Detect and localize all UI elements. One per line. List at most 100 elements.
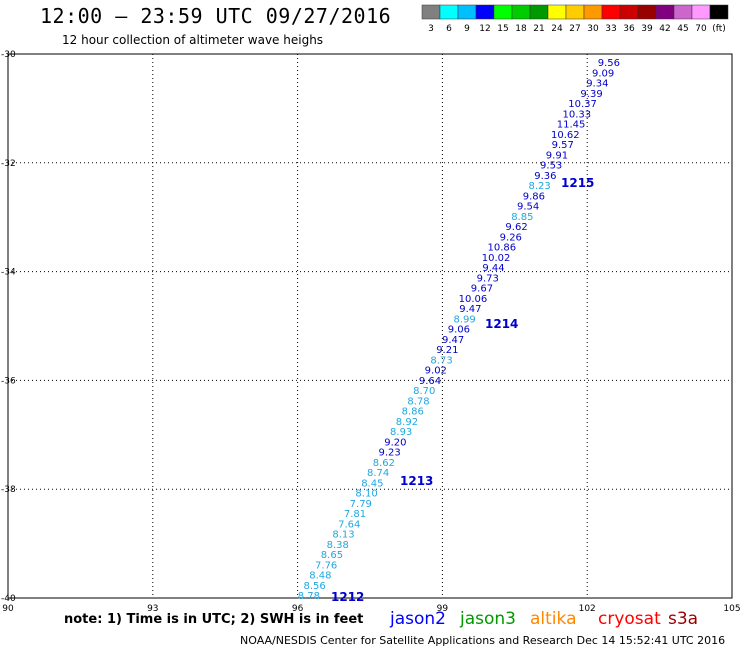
legend-swatch-label: 27 [569,24,580,34]
wave-height-reading: 9.47 [459,304,481,315]
legend-swatch [673,4,693,20]
wave-height-reading: 9.47 [442,335,464,346]
legend-swatch-label: 33 [605,24,616,34]
legend-swatch-label: 36 [623,24,635,34]
legend-swatch [547,4,567,20]
wave-height-reading: 9.34 [586,79,608,90]
wave-height-reading: 9.09 [592,68,614,79]
legend-swatch-label: 30 [587,24,599,34]
wave-height-reading: 9.23 [379,448,401,459]
wave-height-reading: 8.23 [529,181,551,192]
wave-height-reading: 8.74 [367,468,389,479]
legend-swatch [421,4,441,20]
wave-height-reading: 9.02 [425,366,447,377]
credit-line: NOAA/NESDIS Center for Satellite Applica… [240,634,726,647]
wave-height-reading: 8.38 [327,540,349,551]
legend-swatch-label: 39 [641,24,653,34]
wave-height-reading: 8.78 [407,396,429,407]
legend-swatch-label: 21 [533,24,544,34]
legend-swatch-label: 42 [659,24,670,34]
legend-swatch [493,4,513,20]
wave-height-reading: 9.56 [598,58,620,69]
page-subtitle: 12 hour collection of altimeter wave hei… [62,33,324,47]
wave-height-legend: 3 6 9 12 15 18 21 24 27 30 33 36 39 42 45 70 (ft) [421,4,729,34]
legend-swatch [709,4,729,20]
legend-swatch-label: 3 [428,24,434,34]
satellite-name: jason3 [460,609,516,629]
legend-swatch [511,4,531,20]
longitude-tick-label: 102 [579,604,596,614]
latitude-tick-label: -38 [1,485,16,495]
wave-height-reading: 7.76 [315,560,337,571]
time-label: 1215 [561,176,594,190]
units-note: note: 1) Time is in UTC; 2) SWH is in fe… [64,612,364,627]
legend-swatch-label: 45 [677,24,688,34]
legend-swatch-label: 9 [464,24,470,34]
legend-unit: (ft) [712,24,726,34]
wave-height-reading: 8.65 [321,550,343,561]
wave-height-reading: 9.91 [546,150,568,161]
latitude-tick-label: -40 [1,594,16,604]
legend-swatch [655,4,675,20]
longitude-tick-label: 93 [147,604,158,614]
wave-height-reading: 9.57 [552,140,574,151]
legend-swatch-label: 15 [497,24,508,34]
wave-height-reading: 9.86 [523,191,545,202]
wave-height-reading: 8.92 [396,417,418,428]
wave-height-reading: 8.62 [373,458,395,469]
wave-height-reading: 10.62 [551,130,580,141]
legend-swatch-label: 70 [695,24,707,34]
time-label: 1214 [485,317,518,331]
wave-height-reading: 7.81 [344,509,366,520]
wave-height-reading: 9.06 [448,325,470,336]
longitude-tick-label: 99 [437,604,449,614]
legend-swatch [529,4,549,20]
wave-height-reading: 10.33 [563,109,592,120]
satellite-name: jason2 [390,609,446,629]
wave-height-reading: 9.53 [540,161,562,172]
legend-swatch-label: 12 [479,24,490,34]
wave-height-reading: 9.21 [436,345,458,356]
wave-height-reading: 10.37 [568,99,597,110]
wave-height-reading: 7.64 [338,519,360,530]
wave-height-reading: 10.02 [482,253,511,264]
latitude-tick-label: -34 [1,268,16,278]
latitude-tick-label: -32 [1,159,16,169]
legend-swatch-label: 6 [446,24,452,34]
legend-swatch [619,4,639,20]
wave-height-reading: 11.45 [557,120,586,131]
latitude-tick-label: -30 [1,50,16,60]
legend-swatch-label: 24 [551,24,563,34]
wave-height-reading: 8.45 [361,478,383,489]
wave-height-reading: 9.39 [580,89,602,100]
satellite-track: 9.569.099.349.3910.3710.3311.4510.629.57… [298,58,620,604]
map-grid: 90 93 96 99 102 105 -30 -32 -34 -36 -38 -40 [1,50,740,614]
map-frame [7,53,733,599]
legend-swatch [475,4,495,20]
wave-height-reading: 9.54 [517,202,539,213]
wave-height-reading: 7.79 [350,499,372,510]
longitude-tick-label: 90 [2,604,14,614]
satellite-name: altika [530,609,577,629]
legend-swatch [457,4,477,20]
wave-height-reading: 9.44 [482,263,504,274]
wave-height-reading: 8.10 [355,489,377,500]
longitude-tick-label: 96 [292,604,304,614]
wave-height-reading: 8.73 [430,355,452,366]
time-label: 1213 [400,474,433,488]
wave-height-reading: 8.78 [298,591,320,602]
legend-swatch [637,4,657,20]
wave-height-reading: 8.70 [413,386,435,397]
wave-height-reading: 9.20 [384,437,406,448]
wave-height-reading: 8.99 [454,314,476,325]
wave-height-reading: 9.64 [419,376,441,387]
wave-height-reading: 9.67 [471,284,493,295]
longitude-tick-label: 105 [723,604,740,614]
wave-height-reading: 8.86 [402,407,424,418]
wave-height-reading: 8.93 [390,427,412,438]
wave-height-reading: 9.36 [534,171,556,182]
legend-swatch [439,4,459,20]
satellite-name: cryosat [598,609,661,629]
legend-swatch-label: 18 [515,24,527,34]
